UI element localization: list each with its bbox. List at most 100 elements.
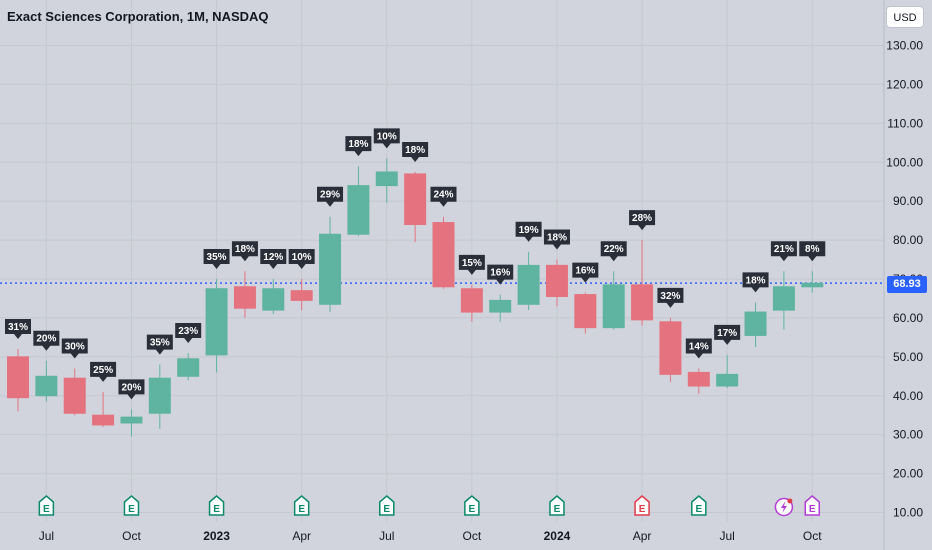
percent-label-text: 24% — [433, 190, 453, 201]
earnings-glyph: E — [298, 504, 305, 515]
candle-body — [63, 377, 86, 414]
alert-dot — [787, 498, 793, 504]
percent-label-box — [402, 141, 429, 162]
percent-label-box — [685, 338, 712, 359]
percent-label-text: 17% — [717, 328, 737, 339]
percent-label-box — [345, 136, 372, 157]
percent-label-box — [231, 241, 258, 262]
percent-label-box — [288, 249, 315, 269]
earnings-marker — [549, 495, 565, 516]
earnings-marker — [38, 495, 55, 516]
percent-label: 30% — [61, 338, 88, 359]
percent-label: 32% — [657, 287, 684, 308]
percent-label-box — [33, 330, 60, 351]
percent-label-text: 18% — [746, 275, 766, 286]
percent-label-text: 18% — [348, 139, 368, 150]
candle-body — [716, 373, 739, 387]
candle-body — [177, 358, 200, 377]
percent-label: 21% — [770, 241, 797, 262]
candle-body — [687, 371, 710, 387]
candle-body — [92, 414, 115, 426]
percent-label-text: 20% — [36, 334, 56, 345]
percent-label-box — [260, 249, 287, 269]
x-tick-label: 2023 — [203, 529, 230, 543]
percent-label-box — [657, 287, 684, 308]
percent-label: 23% — [175, 322, 202, 343]
y-tick-label: 60.00 — [893, 311, 923, 325]
percent-label-box — [600, 241, 627, 262]
percent-label-box — [175, 322, 202, 343]
percent-label-text: 19% — [519, 225, 539, 236]
earnings-icon: E — [123, 495, 140, 516]
percent-label: 20% — [118, 379, 145, 400]
percent-label: 17% — [714, 324, 741, 345]
earnings-marker — [464, 495, 480, 516]
percent-label-text: 32% — [660, 291, 680, 302]
candle-body — [659, 321, 682, 375]
percent-label: 18% — [402, 141, 429, 162]
candle-body — [432, 222, 455, 288]
y-tick-label: 100.00 — [886, 155, 923, 169]
percent-label-box — [515, 221, 542, 242]
percent-label-box — [90, 361, 117, 382]
percent-label-text: 18% — [547, 233, 567, 244]
percent-label-box — [742, 272, 769, 293]
candle-body — [148, 377, 171, 414]
percent-label-box — [799, 241, 826, 262]
earnings-icon: E — [379, 495, 395, 516]
earnings-marker — [293, 495, 310, 516]
earnings-icon: E — [804, 495, 821, 516]
percent-label-box — [118, 379, 145, 400]
percent-label-text: 31% — [8, 322, 28, 333]
x-tick-label: Jul — [719, 529, 734, 543]
percent-label: 31% — [5, 319, 31, 340]
candle-body — [744, 311, 767, 336]
earnings-icon: E — [691, 495, 707, 516]
y-tick-label: 120.00 — [886, 77, 923, 91]
x-tick-label: Jul — [379, 529, 394, 543]
candle-body — [319, 233, 342, 305]
x-tick-label: Oct — [122, 529, 141, 543]
candle-body — [375, 171, 398, 187]
earnings-glyph: E — [128, 504, 135, 515]
earnings-marker — [379, 495, 395, 516]
last-price-tag: 68.93 — [887, 276, 927, 293]
earnings-glyph: E — [695, 504, 702, 515]
x-tick-label: Apr — [292, 529, 311, 543]
percent-label-text: 28% — [632, 213, 652, 224]
percent-label-text: 12% — [263, 252, 283, 263]
percent-label-box — [317, 186, 344, 207]
earnings-marker — [208, 495, 225, 516]
percent-label-box — [203, 249, 230, 269]
percent-label-box — [770, 241, 797, 262]
percent-label-text: 35% — [207, 252, 227, 263]
percent-label: 35% — [203, 249, 230, 269]
percent-label-text: 35% — [150, 338, 170, 349]
percent-label: 22% — [600, 241, 627, 262]
candle-body — [120, 416, 143, 424]
candle-body — [290, 290, 313, 301]
percent-label-box — [629, 210, 656, 231]
percent-label-text: 14% — [689, 342, 709, 353]
candle-body — [233, 286, 256, 309]
percent-label: 18% — [543, 229, 570, 250]
lightning-glyph — [780, 501, 787, 513]
percent-label-box — [373, 128, 400, 149]
candle-body — [545, 264, 568, 298]
earnings-icon: E — [464, 495, 480, 516]
percent-label-box — [61, 338, 88, 359]
earnings-icon: E — [38, 495, 55, 516]
percent-label-box — [572, 262, 599, 283]
candle-body — [460, 288, 483, 313]
percent-label: 16% — [487, 264, 514, 285]
percent-label: 18% — [345, 136, 372, 157]
candle-body — [801, 282, 824, 288]
earnings-glyph: E — [43, 504, 50, 515]
y-tick-label: 20.00 — [893, 467, 923, 481]
percent-label: 20% — [33, 330, 60, 351]
candle-body — [35, 375, 58, 397]
earnings-icon: E — [634, 495, 650, 516]
currency-button[interactable]: USD — [886, 6, 924, 28]
candle-body — [404, 173, 427, 226]
